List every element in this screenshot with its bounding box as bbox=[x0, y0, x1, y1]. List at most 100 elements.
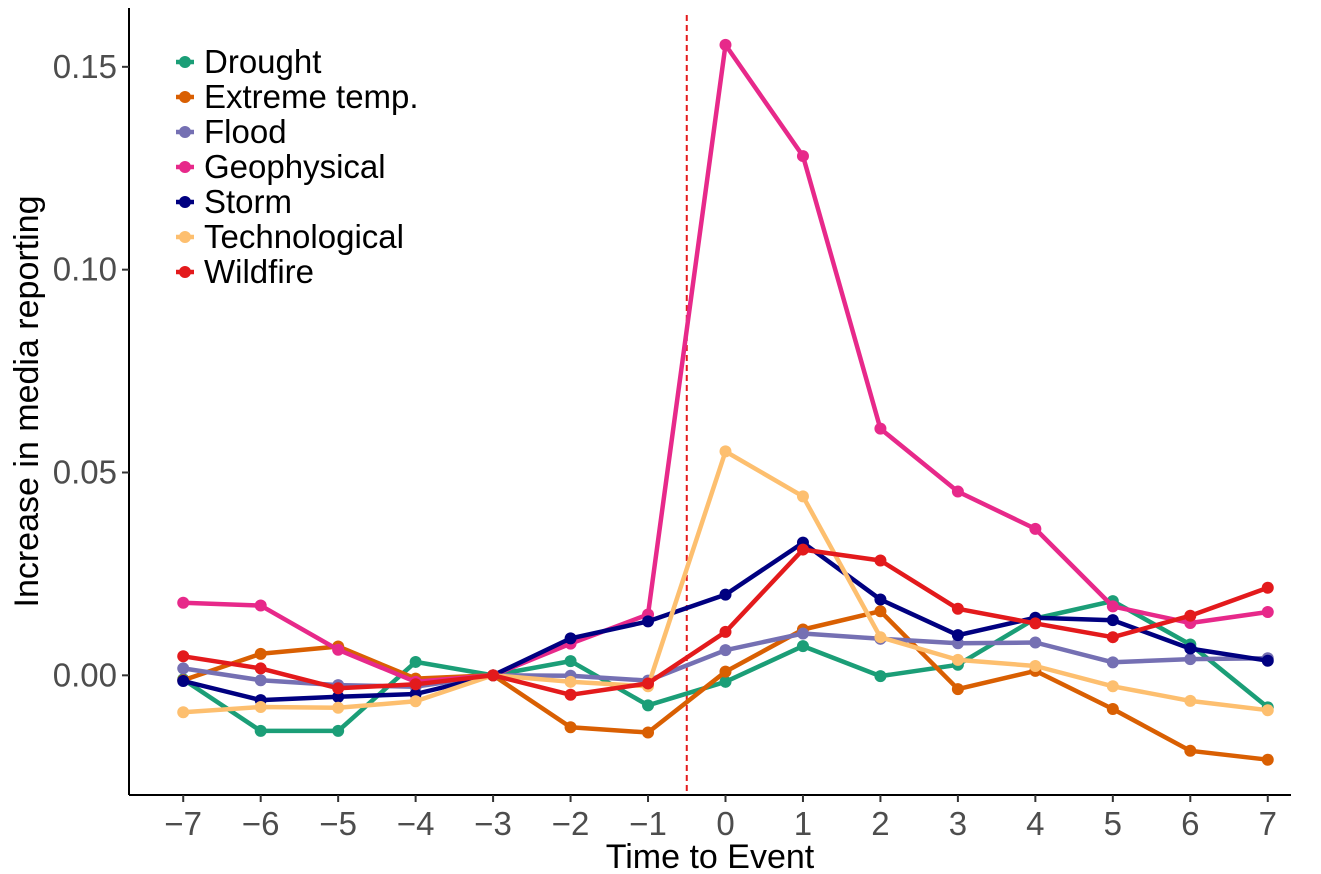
data-point-flood bbox=[1029, 636, 1042, 649]
data-point-extreme-temp bbox=[719, 665, 732, 678]
legend-label: Wildfire bbox=[204, 253, 314, 290]
data-point-storm bbox=[177, 675, 190, 688]
data-point-flood bbox=[719, 644, 732, 657]
data-point-drought bbox=[719, 675, 732, 688]
legend-label: Geophysical bbox=[204, 148, 386, 185]
data-point-wildfire bbox=[1106, 631, 1119, 644]
legend-key-point bbox=[179, 196, 191, 208]
data-point-technological bbox=[796, 490, 809, 503]
legend-label: Flood bbox=[204, 113, 287, 150]
series-line-geophysical bbox=[183, 42, 1269, 685]
legend-item-wildfire: Wildfire bbox=[176, 253, 314, 290]
x-tick-label: −2 bbox=[552, 805, 590, 842]
data-point-drought bbox=[409, 655, 422, 668]
data-point-technological bbox=[874, 631, 887, 644]
data-point-wildfire bbox=[332, 682, 345, 695]
x-tick-label: 5 bbox=[1104, 805, 1122, 842]
legend-item-extreme-temp: Extreme temp. bbox=[176, 78, 419, 115]
data-point-technological bbox=[951, 653, 964, 666]
data-point-wildfire bbox=[1184, 609, 1197, 622]
legend-key-point bbox=[179, 126, 191, 138]
data-point-wildfire bbox=[951, 602, 964, 615]
data-point-technological bbox=[1261, 704, 1274, 717]
legend-key-point bbox=[179, 231, 191, 243]
data-point-storm bbox=[874, 593, 887, 606]
data-point-flood bbox=[1106, 656, 1119, 669]
data-point-geophysical bbox=[719, 38, 732, 51]
data-point-technological bbox=[1029, 659, 1042, 672]
data-point-wildfire bbox=[1029, 617, 1042, 630]
data-point-extreme-temp bbox=[254, 647, 267, 660]
data-point-geophysical bbox=[254, 599, 267, 612]
data-point-geophysical bbox=[1029, 522, 1042, 535]
y-tick-label: 0.05 bbox=[53, 453, 117, 490]
y-axis-title: Increase in media reporting bbox=[8, 195, 46, 607]
legend-key-point bbox=[179, 56, 191, 68]
x-tick-label: −7 bbox=[164, 805, 202, 842]
data-point-storm bbox=[1184, 642, 1197, 655]
data-point-extreme-temp bbox=[951, 683, 964, 696]
x-tick-label: −5 bbox=[319, 805, 357, 842]
data-point-wildfire bbox=[409, 678, 422, 691]
data-point-drought bbox=[642, 699, 655, 712]
x-axis-ticks: −7 −6 −5 −4 −3 −2 −1 0 1 2 3 4 5 6 7 bbox=[164, 795, 1277, 842]
data-point-technological bbox=[1106, 680, 1119, 693]
axes bbox=[128, 8, 1291, 796]
x-tick-label: 6 bbox=[1181, 805, 1199, 842]
data-point-technological bbox=[1184, 694, 1197, 707]
data-point-technological bbox=[332, 701, 345, 714]
series-storm bbox=[177, 536, 1274, 707]
data-point-wildfire bbox=[1261, 581, 1274, 594]
data-point-wildfire bbox=[487, 669, 500, 682]
legend-label: Technological bbox=[204, 218, 404, 255]
legend-label: Extreme temp. bbox=[204, 78, 419, 115]
data-point-storm bbox=[1261, 654, 1274, 667]
data-point-technological bbox=[254, 700, 267, 713]
data-point-geophysical bbox=[951, 485, 964, 498]
legend-key-point bbox=[179, 266, 191, 278]
data-point-wildfire bbox=[564, 688, 577, 701]
x-tick-label: 3 bbox=[949, 805, 967, 842]
x-tick-label: 7 bbox=[1259, 805, 1277, 842]
data-point-storm bbox=[1106, 614, 1119, 627]
y-axis-ticks: 0.00 0.05 0.10 0.15 bbox=[53, 48, 129, 693]
data-point-wildfire bbox=[254, 662, 267, 675]
legend-item-technological: Technological bbox=[176, 218, 404, 255]
data-point-storm bbox=[564, 632, 577, 645]
x-axis-title: Time to Event bbox=[606, 838, 815, 874]
legend-label: Storm bbox=[204, 183, 292, 220]
data-point-geophysical bbox=[874, 422, 887, 435]
data-point-flood bbox=[177, 662, 190, 675]
x-tick-label: −4 bbox=[397, 805, 435, 842]
data-point-drought bbox=[796, 640, 809, 653]
data-point-storm bbox=[642, 615, 655, 628]
data-point-extreme-temp bbox=[1261, 753, 1274, 766]
data-point-extreme-temp bbox=[564, 721, 577, 734]
data-point-geophysical bbox=[332, 643, 345, 656]
data-point-geophysical bbox=[796, 150, 809, 163]
data-point-geophysical bbox=[177, 596, 190, 609]
y-tick-label: 0.00 bbox=[53, 656, 117, 693]
data-point-drought bbox=[874, 670, 887, 683]
x-tick-label: −1 bbox=[629, 805, 667, 842]
legend-key-point bbox=[179, 161, 191, 173]
x-tick-label: 1 bbox=[794, 805, 812, 842]
data-point-flood bbox=[254, 674, 267, 687]
data-point-wildfire bbox=[719, 625, 732, 638]
x-tick-label: −3 bbox=[474, 805, 512, 842]
x-tick-label: −6 bbox=[242, 805, 280, 842]
x-tick-label: 0 bbox=[716, 805, 734, 842]
data-point-extreme-temp bbox=[642, 726, 655, 739]
data-point-storm bbox=[332, 690, 345, 703]
data-point-drought bbox=[564, 655, 577, 668]
data-point-wildfire bbox=[177, 650, 190, 663]
y-tick-label: 0.15 bbox=[53, 48, 117, 85]
legend-item-geophysical: Geophysical bbox=[176, 148, 386, 185]
data-point-flood bbox=[1184, 653, 1197, 666]
legend-key-point bbox=[179, 91, 191, 103]
data-point-flood bbox=[796, 627, 809, 640]
legend-item-flood: Flood bbox=[176, 113, 287, 150]
series-layer bbox=[177, 38, 1274, 766]
legend-label: Drought bbox=[204, 43, 321, 80]
